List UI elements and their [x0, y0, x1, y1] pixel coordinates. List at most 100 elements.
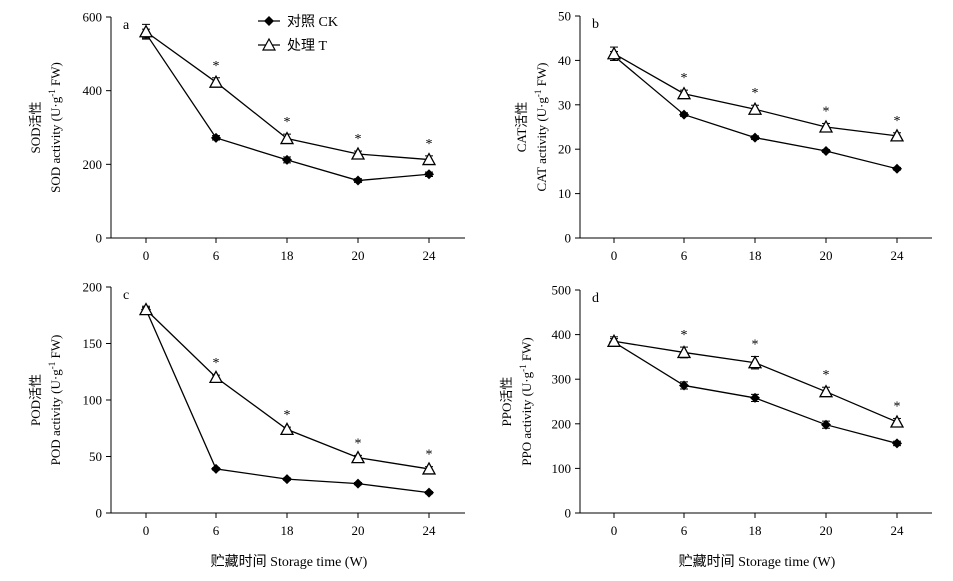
data-point-t — [350, 450, 366, 464]
significance-mark: * — [823, 368, 830, 383]
legend-ck-label: 对照 CK — [287, 14, 338, 30]
significance-mark: * — [894, 114, 901, 129]
significance-mark: * — [823, 104, 830, 119]
panel-letter: d — [592, 291, 599, 306]
x-tick-label: 24 — [891, 523, 905, 538]
data-point-ck — [679, 109, 689, 120]
significance-mark: * — [284, 115, 291, 130]
panel-d: 0 100 200 300 400 500 0 6 18 20 24 d PPO活性 PPO activi… — [499, 283, 932, 538]
data-point-ck — [892, 438, 902, 449]
y-tick-label: 200 — [83, 157, 103, 172]
legend-t-label: 处理 T — [287, 38, 327, 54]
series-t — [138, 23, 437, 166]
y-axis-label-en: PPO activity (U·g-1 FW) — [518, 337, 534, 465]
y-tick-label: 0 — [565, 231, 572, 246]
x-tick-label: 24 — [891, 248, 905, 263]
x-tick-label: 20 — [352, 248, 365, 263]
x-tick-label: 18 — [281, 248, 294, 263]
data-point-ck — [282, 154, 292, 165]
x-tick-label: 6 — [681, 523, 688, 538]
data-point-t — [889, 128, 905, 142]
x-tick-label: 24 — [423, 248, 437, 263]
data-point-ck — [821, 145, 831, 156]
data-point-ck — [821, 419, 831, 430]
y-tick-label: 600 — [83, 10, 103, 25]
y-tick-label: 100 — [552, 461, 572, 476]
y-tick-label: 0 — [565, 506, 572, 521]
data-point-ck — [892, 163, 902, 174]
x-tick-label: 0 — [143, 248, 150, 263]
data-point-t — [747, 355, 763, 369]
y-axis-label-en: CAT activity (U·g-1 FW) — [533, 63, 549, 192]
significance-mark: * — [426, 448, 433, 463]
x-tick-label: 18 — [281, 523, 294, 538]
data-point-ck — [750, 392, 760, 403]
y-tick-label: 10 — [558, 186, 571, 201]
data-point-ck — [211, 132, 221, 143]
y-tick-label: 400 — [552, 327, 572, 342]
data-point-t — [350, 146, 366, 160]
significance-mark: * — [426, 137, 433, 152]
data-point-t — [138, 24, 154, 38]
panel-letter: b — [592, 17, 599, 32]
y-axis-label-cn: CAT活性 — [514, 102, 529, 153]
data-point-t — [676, 345, 692, 359]
panel-letter: a — [123, 18, 130, 33]
significance-mark: * — [752, 86, 759, 101]
y-tick-label: 50 — [558, 9, 571, 24]
y-axis-label-cn: SOD活性 — [28, 101, 43, 153]
significance-mark: * — [681, 71, 688, 86]
x-tick-label: 24 — [423, 523, 437, 538]
data-point-t — [606, 333, 622, 347]
x-tick-label: 18 — [749, 248, 762, 263]
significance-mark: * — [213, 59, 220, 74]
significance-mark: * — [284, 408, 291, 423]
series-t — [606, 46, 905, 142]
y-tick-label: 200 — [83, 280, 103, 295]
data-point-ck — [353, 175, 363, 186]
y-tick-label: 200 — [552, 416, 572, 431]
data-point-t — [818, 119, 834, 133]
y-axis-label-cn: PPO活性 — [499, 377, 514, 427]
data-point-ck — [750, 132, 760, 143]
data-point-t — [606, 46, 622, 60]
series-ck — [609, 337, 902, 449]
x-tick-label: 18 — [749, 523, 762, 538]
series-t — [138, 302, 437, 475]
y-tick-label: 500 — [552, 283, 572, 298]
series-ck — [141, 304, 434, 498]
x-axis-title-right: 贮藏时间 Storage time (W) — [679, 554, 836, 570]
series-ck — [609, 50, 902, 174]
series-line — [613, 340, 898, 423]
x-tick-label: 0 — [611, 523, 618, 538]
data-point-t — [138, 302, 154, 316]
y-tick-label: 20 — [558, 142, 571, 157]
x-tick-label: 20 — [820, 248, 833, 263]
x-tick-label: 0 — [611, 248, 618, 263]
data-point-t — [676, 86, 692, 100]
data-point-t — [279, 422, 295, 436]
data-point-t — [889, 414, 905, 428]
y-tick-label: 400 — [83, 83, 103, 98]
x-tick-label: 20 — [352, 523, 365, 538]
series-line — [145, 309, 430, 470]
data-point-t — [421, 461, 437, 475]
y-tick-label: 100 — [83, 393, 103, 408]
y-tick-label: 0 — [96, 506, 103, 521]
y-tick-label: 40 — [558, 53, 571, 68]
x-tick-label: 6 — [213, 248, 220, 263]
y-axis-label-en: SOD activity (U·g-1 FW) — [47, 62, 63, 193]
data-point-t — [747, 101, 763, 115]
data-point-ck — [679, 380, 689, 391]
y-tick-label: 300 — [552, 372, 572, 387]
significance-mark: * — [681, 328, 688, 343]
y-tick-label: 0 — [96, 231, 103, 246]
x-tick-label: 6 — [213, 523, 220, 538]
x-tick-label: 0 — [143, 523, 150, 538]
x-tick-label: 20 — [820, 523, 833, 538]
data-point-t — [279, 131, 295, 145]
data-point-ck — [211, 463, 221, 474]
series-line — [145, 309, 430, 494]
